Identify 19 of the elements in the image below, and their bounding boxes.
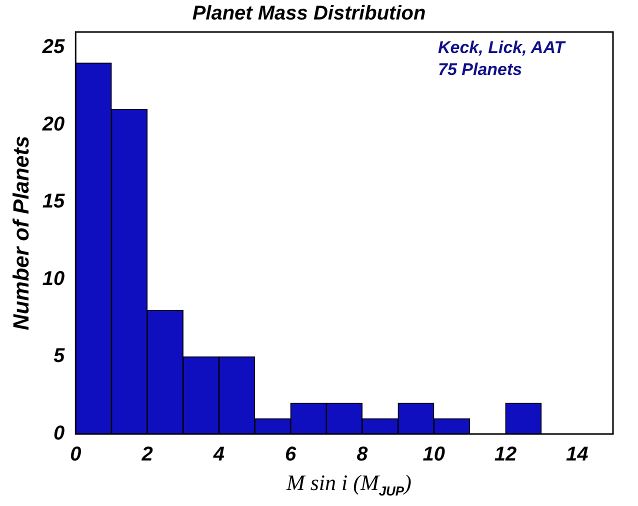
x-tick-label: 4	[212, 444, 225, 466]
x-tick-label: 0	[70, 444, 82, 466]
x-tick-label: 2	[140, 444, 153, 466]
annotation: 75 Planets	[438, 60, 522, 80]
chart-title: Planet Mass Distribution	[192, 2, 426, 25]
y-tick-label: 10	[42, 268, 65, 290]
x-tick-label: 10	[422, 444, 446, 466]
y-tick-label: 20	[41, 113, 65, 136]
x-axis-title: M sin i (M$_{JUP}$)	[285, 470, 412, 498]
x-tick-label: 14	[566, 444, 588, 466]
y-tick-label: 5	[54, 345, 66, 368]
x-tick-label: 12	[494, 444, 517, 466]
y-tick-label: 0	[54, 422, 65, 445]
x-tick-label: 8	[356, 444, 369, 466]
x-tick-label: 6	[285, 444, 298, 466]
y-axis-title: Number of Planets	[8, 136, 34, 330]
y-tick-label: 25	[41, 36, 66, 58]
annotation: Keck, Lick, AAT	[438, 38, 566, 58]
y-tick-label: 15	[42, 190, 66, 213]
